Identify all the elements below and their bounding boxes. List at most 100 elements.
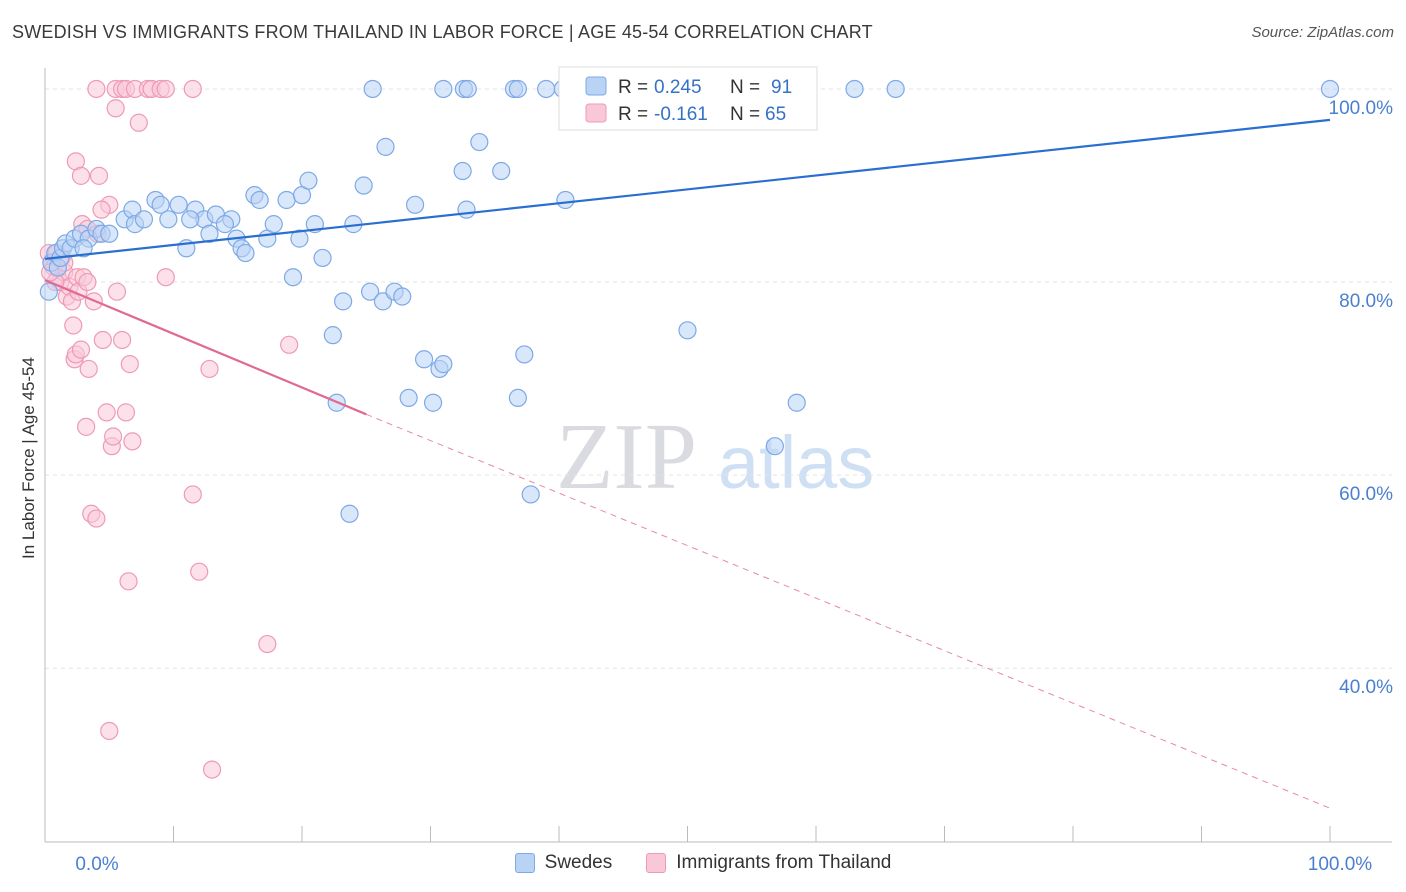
swedes-point	[340, 504, 359, 523]
thai-point	[87, 79, 106, 99]
stats-n-label-thai: N =	[730, 104, 760, 125]
thai-point	[190, 562, 209, 581]
axes	[44, 68, 1392, 843]
swedes-point	[151, 195, 170, 214]
thai-point	[77, 417, 96, 436]
thai-point	[119, 572, 138, 591]
swedes-point	[492, 161, 511, 181]
swedes-point	[453, 161, 472, 181]
thai-point	[97, 403, 116, 422]
thai-point	[156, 79, 175, 99]
thai-point	[183, 485, 202, 504]
swedes-point	[458, 79, 477, 99]
swedes-point	[376, 137, 395, 156]
swedes-point	[181, 210, 200, 229]
legend-swatch-thai	[646, 853, 667, 873]
thai-point	[183, 79, 202, 99]
chart-title: SWEDISH VS IMMIGRANTS FROM THAILAND IN L…	[12, 22, 873, 42]
swedes-point	[250, 190, 269, 210]
legend-label-swedes: Swedes	[544, 852, 613, 873]
swedes-point	[100, 224, 119, 243]
thai-point	[71, 166, 91, 185]
thai-point	[107, 282, 127, 301]
series-legend: Swedes Immigrants from Thailand	[0, 852, 1406, 874]
swedes-point	[678, 321, 697, 340]
y-tick-label: 100.0%	[1329, 98, 1394, 119]
swedes-point	[537, 79, 556, 99]
swedes-trendline	[44, 118, 1331, 260]
swedes-point	[508, 388, 527, 408]
stats-swatch-swedes	[585, 76, 607, 96]
swedes-point	[423, 393, 443, 412]
y-tick-labels: 100.0% 80.0% 60.0% 40.0%	[1329, 98, 1394, 698]
swedes-point	[215, 215, 234, 234]
swedes-point	[787, 393, 806, 412]
thai-point	[89, 166, 109, 185]
thai-point	[129, 113, 148, 132]
y-tick-label: 40.0%	[1339, 677, 1393, 698]
x-tick-label-left: 0.0%	[75, 854, 118, 875]
swedes-point	[556, 190, 575, 210]
stats-n-label-swedes: N =	[730, 77, 760, 98]
stats-n-value-swedes: 91	[771, 77, 792, 98]
thai-trendline	[44, 279, 367, 416]
swedes-point	[323, 326, 342, 345]
legend-item-swedes: Swedes	[514, 852, 613, 874]
stats-r-value-thai: -0.161	[654, 104, 708, 125]
thai-point	[258, 634, 277, 654]
thai-point	[92, 200, 111, 219]
thai-point	[71, 340, 91, 359]
swedes-point	[236, 243, 255, 263]
swedes-point	[313, 248, 332, 268]
swedes-point	[159, 210, 178, 229]
x-tick-label-right: 100.0%	[1308, 854, 1373, 875]
thai-point	[280, 335, 299, 354]
legend-label-thai: Immigrants from Thailand	[676, 852, 892, 873]
gridlines	[45, 88, 1392, 669]
swedes-point	[434, 355, 453, 374]
swedes-point	[361, 282, 380, 301]
trendlines	[44, 118, 1331, 809]
swedes-point	[264, 215, 283, 234]
thai-point	[100, 721, 119, 741]
swedes-point	[405, 195, 425, 214]
stats-swatch-thai	[585, 103, 607, 123]
y-tick-label: 80.0%	[1339, 291, 1393, 312]
swedes-point	[508, 79, 527, 99]
swedes-point	[169, 195, 188, 214]
y-axis-label: In Labor Force | Age 45-54	[19, 357, 38, 559]
stats-legend: R = 0.245 N = 91 R = -0.161 N = 65	[558, 66, 818, 131]
swedes-point	[393, 287, 412, 306]
thai-point	[200, 359, 219, 379]
thai-point	[112, 330, 132, 350]
chart-source: Source: ZipAtlas.com	[1251, 24, 1394, 41]
stats-r-label-thai: R =	[618, 104, 648, 125]
thai-point	[79, 359, 98, 379]
swedes-point	[886, 79, 905, 99]
thai-point	[123, 432, 142, 451]
thai-point	[87, 509, 106, 528]
swedes-point	[277, 190, 296, 210]
swedes-point	[39, 282, 58, 301]
swedes-point	[399, 388, 418, 408]
thai-point	[120, 355, 139, 374]
legend-swatch-swedes	[514, 853, 535, 873]
swedes-point	[521, 485, 540, 504]
swedes-point	[134, 210, 154, 229]
watermark-zip: ZIP	[556, 405, 697, 509]
thai-point	[104, 427, 123, 446]
swedes-point	[470, 132, 489, 152]
stats-r-label-swedes: R =	[618, 77, 648, 98]
watermark-atlas: atlas	[718, 421, 874, 504]
thai-point	[202, 760, 222, 779]
thai-trendline-extension	[366, 413, 1331, 809]
swedes-point	[354, 176, 373, 195]
swedes-point	[363, 79, 382, 99]
thai-point	[93, 330, 112, 350]
thai-point	[64, 316, 83, 335]
y-tick-label: 60.0%	[1339, 484, 1393, 505]
swedes-point	[299, 171, 318, 190]
swedes-point	[414, 350, 434, 369]
swedes-point	[334, 292, 353, 311]
